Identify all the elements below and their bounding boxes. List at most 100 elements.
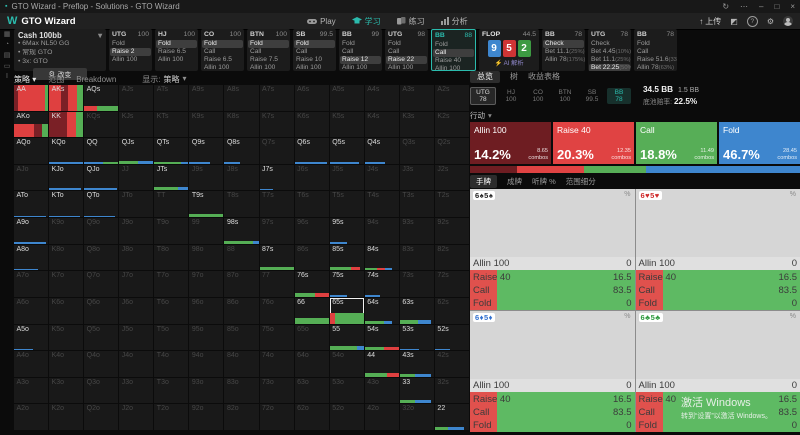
matrix-cell-22[interactable]: 22 (434, 404, 469, 430)
matrix-cell-J7s[interactable]: J7s (259, 164, 294, 191)
percent-toggle-icon[interactable]: % (624, 313, 631, 320)
matrix-cell-73o[interactable]: 73o (259, 377, 294, 404)
node-column-bb[interactable]: BB 78 Check Bet 11.1 (25%) Allin 78 (175%) (542, 29, 585, 71)
matrix-cell-83s[interactable]: 83s (399, 244, 434, 271)
tab-overview[interactable]: 总览 (470, 70, 500, 83)
node-action[interactable]: Allin 100 (388, 64, 425, 71)
node-action[interactable]: Call (388, 48, 425, 56)
matrix-cell-T5o[interactable]: T5o (154, 324, 189, 351)
matrix-cell-65o[interactable]: 65o (294, 324, 329, 351)
matrix-cell-53s[interactable]: 53s (399, 324, 434, 351)
matrix-cell-99[interactable]: 99 (189, 218, 224, 244)
matrix-cell-J2o[interactable]: J2o (119, 404, 154, 430)
matrix-cell-Q7s[interactable]: Q7s (259, 138, 294, 164)
matrix-cell-92s[interactable]: 92s (434, 218, 469, 244)
node-action[interactable]: Fold (435, 41, 472, 49)
matrix-cell-Q6s[interactable]: Q6s (294, 138, 329, 164)
matrix-cell-K9o[interactable]: K9o (49, 218, 84, 244)
matrix-cell-T3o[interactable]: T3o (154, 377, 189, 404)
matrix-cell-J9s[interactable]: J9s (189, 164, 224, 191)
matrix-cell-94s[interactable]: 94s (364, 218, 399, 244)
matrix-cell-T6s[interactable]: T6s (294, 191, 329, 218)
node-action[interactable]: Raise 6.5 (158, 48, 195, 56)
rail-tool-icon-3[interactable]: ▭ (3, 63, 11, 70)
matrix-cell-63s[interactable]: 63s (399, 297, 434, 324)
matrix-cell-52s[interactable]: 52s (434, 324, 469, 351)
matrix-cell-42o[interactable]: 42o (364, 404, 399, 430)
matrix-cell-KK[interactable]: KK (49, 111, 84, 138)
matrix-cell-66[interactable]: 66 (294, 297, 329, 324)
matrix-cell-A3s[interactable]: A3s (399, 85, 434, 111)
matrix-cell-TT[interactable]: TT (154, 191, 189, 218)
matrix-cell-Q4s[interactable]: Q4s (364, 138, 399, 164)
matrix-cell-AKo[interactable]: AKo (14, 111, 49, 138)
node-action[interactable]: Bet 4.45 (10%) (591, 48, 631, 56)
matrix-cell-A9s[interactable]: A9s (189, 85, 224, 111)
matrix-cell-K2o[interactable]: K2o (49, 404, 84, 430)
matrix-cell-K3s[interactable]: K3s (399, 111, 434, 138)
overflow-icon[interactable]: ⋯ (740, 2, 749, 11)
node-action[interactable]: Allin 100 (435, 65, 472, 70)
sync-icon[interactable]: ↻ (722, 2, 730, 11)
tab-range[interactable]: 范围 (48, 74, 65, 84)
matrix-cell-95s[interactable]: 95s (329, 218, 364, 244)
nav-study[interactable]: 学习 (351, 16, 381, 27)
matrix-cell-A7s[interactable]: A7s (259, 85, 294, 111)
matrix-cell-32o[interactable]: 32o (399, 404, 434, 430)
tab-range-breakdown[interactable]: 范围细分 (565, 176, 596, 186)
matrix-cell-A4o[interactable]: A4o (14, 351, 49, 377)
matrix-cell-54s[interactable]: 54s (364, 324, 399, 351)
node-action[interactable]: Allin 100 (342, 64, 379, 71)
matrix-cell-AQs[interactable]: AQs (84, 85, 119, 111)
matrix-cell-ATs[interactable]: ATs (154, 85, 189, 111)
tab-draws[interactable]: 听牌 % (532, 176, 556, 186)
matrix-cell-Q8o[interactable]: Q8o (84, 244, 119, 271)
matrix-cell-86s[interactable]: 86s (294, 244, 329, 271)
percent-toggle-icon[interactable]: % (789, 191, 796, 198)
node-column-btn[interactable]: BTN 100 Fold Call Raise 7.5 Allin 100 (247, 29, 290, 71)
matrix-cell-T6o[interactable]: T6o (154, 297, 189, 324)
matrix-cell-32s[interactable]: 32s (434, 377, 469, 404)
apps-icon[interactable]: ◩ (730, 16, 738, 26)
node-action[interactable]: Allin 100 (204, 64, 241, 71)
matrix-cell-52o[interactable]: 52o (329, 404, 364, 430)
node-action[interactable]: Call (296, 48, 333, 56)
help-icon[interactable]: ? (746, 15, 758, 27)
strategy-box-raise-40[interactable]: Raise 40 20.3% 12.35 combos (553, 122, 634, 164)
matrix-cell-K6s[interactable]: K6s (294, 111, 329, 138)
matrix-cell-QQ[interactable]: QQ (84, 138, 119, 164)
solution-config-panel[interactable]: Cash 100bb ▾ • 6Max NL50 GG • 常规 GTO • 3x: … (14, 29, 106, 81)
matrix-cell-Q4o[interactable]: Q4o (84, 351, 119, 377)
matrix-cell-74o[interactable]: 74o (259, 351, 294, 377)
node-action[interactable]: Call (342, 48, 379, 56)
matrix-cell-92o[interactable]: 92o (189, 404, 224, 430)
matrix-cell-76o[interactable]: 76o (259, 297, 294, 324)
nav-practice[interactable]: 练习 (396, 16, 425, 27)
tab-hands[interactable]: 手牌 (470, 174, 497, 188)
node-action[interactable]: Call (250, 48, 287, 56)
matrix-cell-J3o[interactable]: J3o (119, 377, 154, 404)
player-badge-btn[interactable]: BTN 100 (553, 88, 577, 105)
matrix-cell-Q2o[interactable]: Q2o (84, 404, 119, 430)
matrix-cell-AA[interactable]: AA (14, 85, 49, 111)
rail-tool-icon-4[interactable]: I (6, 73, 8, 80)
node-column-bb[interactable]: BB 88 Fold Call Raise 40 Allin 100 (431, 29, 476, 71)
matrix-cell-J4o[interactable]: J4o (119, 351, 154, 377)
nav-analyze[interactable]: 分析 (440, 16, 468, 27)
node-column-utg[interactable]: UTG 98 Fold Call Raise 22 Allin 100 (385, 29, 428, 71)
matrix-cell-K9s[interactable]: K9s (189, 111, 224, 138)
player-badge-sb[interactable]: SB 99.5 (580, 88, 604, 105)
matrix-cell-Q5s[interactable]: Q5s (329, 138, 364, 164)
node-action[interactable]: Allin 78 (63%) (637, 64, 674, 71)
matrix-cell-97o[interactable]: 97o (189, 271, 224, 297)
matrix-cell-T9o[interactable]: T9o (154, 218, 189, 244)
matrix-cell-J8s[interactable]: J8s (224, 164, 259, 191)
matrix-cell-K7o[interactable]: K7o (49, 271, 84, 297)
node-action[interactable]: Raise 2 (110, 47, 151, 56)
tab-tree[interactable]: 树 (510, 72, 518, 81)
matrix-cell-A3o[interactable]: A3o (14, 377, 49, 404)
node-action[interactable]: Raise 12 (340, 55, 381, 65)
matrix-cell-63o[interactable]: 63o (294, 377, 329, 404)
matrix-cell-A7o[interactable]: A7o (14, 271, 49, 297)
